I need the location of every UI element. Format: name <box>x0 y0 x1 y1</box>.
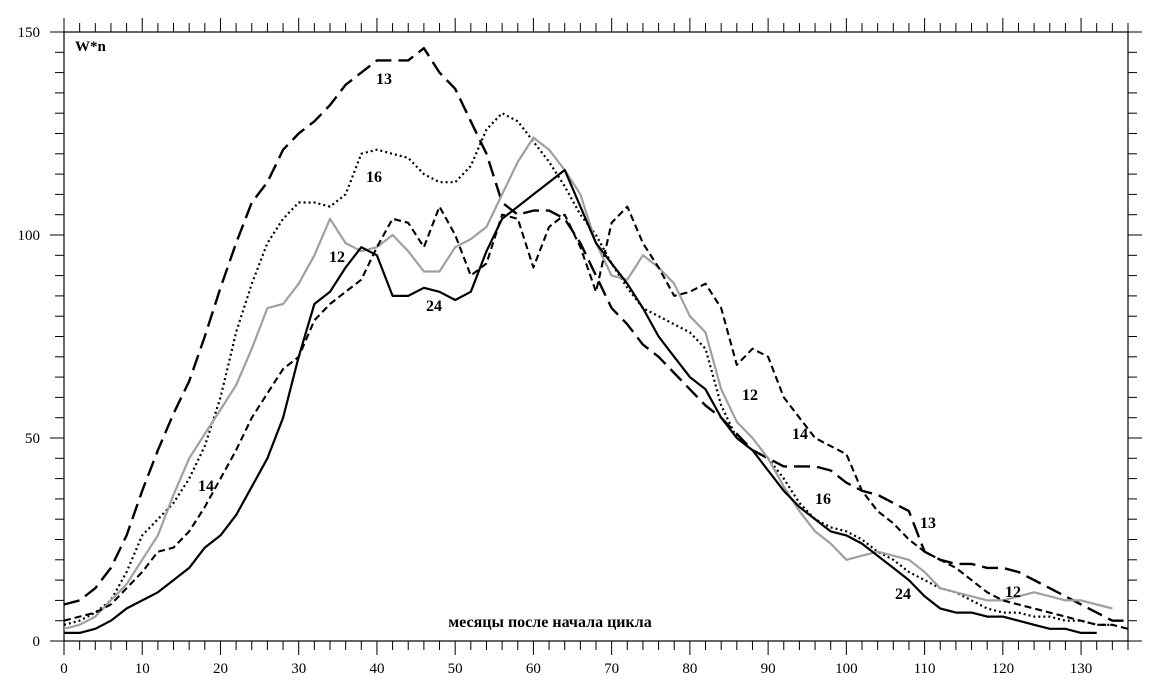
series-annotation-label: 13 <box>920 515 936 532</box>
y-tick-label: 100 <box>18 228 41 244</box>
x-tick-label: 30 <box>291 661 306 677</box>
x-tick-label: 110 <box>914 661 936 677</box>
axes-frame <box>63 31 1129 642</box>
plot-frame <box>63 31 1129 642</box>
series-annotation-label: 12 <box>742 387 758 404</box>
x-tick-label: 90 <box>761 661 776 677</box>
series-annotations: 13 16 12 24 14 12 14 16 13 24 12 <box>198 71 1021 603</box>
series-line-16-dotted <box>63 112 1113 626</box>
axis-tick-labels: 0 10 20 30 40 50 60 70 80 90 100 110 120 130 0 50 100 150 <box>18 25 1093 677</box>
series-annotation-label: 12 <box>329 249 345 266</box>
series-annotation-label: 16 <box>366 169 382 186</box>
series-line-13-long-dash <box>63 47 1128 622</box>
series-annotation-label: 16 <box>815 491 831 508</box>
y-tick-label: 150 <box>18 25 41 41</box>
axis-ticks <box>50 18 1142 655</box>
x-tick-label: 60 <box>526 661 541 677</box>
series-annotation-label: 24 <box>895 586 911 603</box>
series-annotation-label: 12 <box>1005 584 1021 601</box>
x-tick-label: 80 <box>682 661 697 677</box>
x-axis-label: месяцы после начала цикла <box>448 614 651 631</box>
series-line-14-short-dash <box>63 205 1129 630</box>
series-annotation-label: 14 <box>198 478 214 495</box>
series-lines <box>63 47 1129 634</box>
x-tick-label: 40 <box>369 661 384 677</box>
x-tick-label: 10 <box>135 661 150 677</box>
series-line-12-solid <box>63 136 1113 630</box>
x-tick-label: 120 <box>992 661 1015 677</box>
x-tick-label: 130 <box>1070 661 1093 677</box>
series-annotation-label: 24 <box>426 298 442 315</box>
x-tick-label: 50 <box>448 661 463 677</box>
x-tick-label: 0 <box>60 661 68 677</box>
series-annotation-label: 13 <box>376 71 392 88</box>
y-tick-label: 50 <box>25 431 40 447</box>
y-tick-label: 0 <box>33 634 41 650</box>
y-axis-label: W*n <box>75 39 107 55</box>
x-tick-label: 100 <box>835 661 858 677</box>
series-line-24-solid <box>64 168 1097 634</box>
x-tick-label: 20 <box>213 661 228 677</box>
x-tick-label: 70 <box>604 661 619 677</box>
series-annotation-label: 14 <box>792 426 808 443</box>
